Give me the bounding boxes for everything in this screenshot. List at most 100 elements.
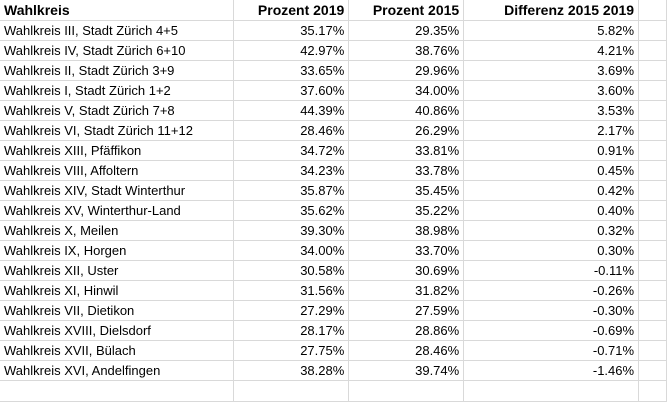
empty-cell[interactable]	[638, 340, 667, 361]
header-differenz[interactable]: Differenz 2015 2019	[463, 0, 640, 21]
cell-prozent-2019[interactable]: 37.60%	[233, 80, 350, 101]
cell-prozent-2015[interactable]: 38.98%	[348, 220, 465, 241]
cell-prozent-2019[interactable]: 44.39%	[233, 100, 350, 121]
cell-wahlkreis[interactable]: Wahlkreis XVI, Andelfingen	[0, 360, 235, 381]
cell-prozent-2015[interactable]: 29.35%	[348, 20, 465, 41]
empty-cell[interactable]	[638, 200, 667, 221]
empty-cell[interactable]	[638, 100, 667, 121]
cell-prozent-2019[interactable]: 28.46%	[233, 120, 350, 141]
cell-differenz[interactable]: -0.71%	[463, 340, 640, 361]
empty-cell[interactable]	[348, 380, 465, 402]
cell-differenz[interactable]: 3.69%	[463, 60, 640, 81]
cell-wahlkreis[interactable]: Wahlkreis I, Stadt Zürich 1+2	[0, 80, 235, 101]
cell-differenz[interactable]: -1.46%	[463, 360, 640, 381]
cell-differenz[interactable]: 5.82%	[463, 20, 640, 41]
cell-prozent-2019[interactable]: 35.87%	[233, 180, 350, 201]
empty-cell[interactable]	[638, 120, 667, 141]
empty-cell[interactable]	[638, 160, 667, 181]
cell-differenz[interactable]: -0.26%	[463, 280, 640, 301]
empty-cell[interactable]	[638, 220, 667, 241]
cell-differenz[interactable]: 4.21%	[463, 40, 640, 61]
empty-cell[interactable]	[233, 380, 350, 402]
empty-cell[interactable]	[638, 360, 667, 381]
cell-wahlkreis[interactable]: Wahlkreis IV, Stadt Zürich 6+10	[0, 40, 235, 61]
empty-cell[interactable]	[638, 60, 667, 81]
cell-prozent-2015[interactable]: 33.81%	[348, 140, 465, 161]
cell-differenz[interactable]: 2.17%	[463, 120, 640, 141]
cell-wahlkreis[interactable]: Wahlkreis IX, Horgen	[0, 240, 235, 261]
cell-wahlkreis[interactable]: Wahlkreis II, Stadt Zürich 3+9	[0, 60, 235, 81]
cell-wahlkreis[interactable]: Wahlkreis III, Stadt Zürich 4+5	[0, 20, 235, 41]
cell-prozent-2015[interactable]: 30.69%	[348, 260, 465, 281]
cell-wahlkreis[interactable]: Wahlkreis XII, Uster	[0, 260, 235, 281]
cell-prozent-2015[interactable]: 40.86%	[348, 100, 465, 121]
cell-differenz[interactable]: -0.30%	[463, 300, 640, 321]
cell-prozent-2015[interactable]: 33.78%	[348, 160, 465, 181]
empty-cell[interactable]	[638, 80, 667, 101]
cell-wahlkreis[interactable]: Wahlkreis XIII, Pfäffikon	[0, 140, 235, 161]
cell-prozent-2015[interactable]: 31.82%	[348, 280, 465, 301]
cell-prozent-2015[interactable]: 35.22%	[348, 200, 465, 221]
cell-wahlkreis[interactable]: Wahlkreis VI, Stadt Zürich 11+12	[0, 120, 235, 141]
empty-cell[interactable]	[638, 320, 667, 341]
empty-cell[interactable]	[0, 380, 235, 402]
cell-prozent-2015[interactable]: 26.29%	[348, 120, 465, 141]
empty-cell[interactable]	[463, 380, 640, 402]
cell-wahlkreis[interactable]: Wahlkreis X, Meilen	[0, 220, 235, 241]
empty-cell[interactable]	[638, 140, 667, 161]
cell-prozent-2015[interactable]: 28.46%	[348, 340, 465, 361]
empty-cell[interactable]	[638, 260, 667, 281]
empty-cell[interactable]	[638, 180, 667, 201]
cell-prozent-2019[interactable]: 35.62%	[233, 200, 350, 221]
header-prozent-2019[interactable]: Prozent 2019	[233, 0, 350, 21]
cell-differenz[interactable]: 0.45%	[463, 160, 640, 181]
cell-prozent-2015[interactable]: 27.59%	[348, 300, 465, 321]
cell-prozent-2019[interactable]: 39.30%	[233, 220, 350, 241]
cell-prozent-2019[interactable]: 28.17%	[233, 320, 350, 341]
cell-differenz[interactable]: -0.11%	[463, 260, 640, 281]
cell-prozent-2015[interactable]: 28.86%	[348, 320, 465, 341]
cell-prozent-2019[interactable]: 34.00%	[233, 240, 350, 261]
cell-prozent-2019[interactable]: 31.56%	[233, 280, 350, 301]
cell-differenz[interactable]: 3.60%	[463, 80, 640, 101]
cell-wahlkreis[interactable]: Wahlkreis XVIII, Dielsdorf	[0, 320, 235, 341]
cell-prozent-2019[interactable]: 34.23%	[233, 160, 350, 181]
cell-differenz[interactable]: 0.40%	[463, 200, 640, 221]
empty-cell[interactable]	[638, 300, 667, 321]
empty-cell[interactable]	[638, 240, 667, 261]
cell-differenz[interactable]: 3.53%	[463, 100, 640, 121]
cell-wahlkreis[interactable]: Wahlkreis XI, Hinwil	[0, 280, 235, 301]
cell-wahlkreis[interactable]: Wahlkreis VIII, Affoltern	[0, 160, 235, 181]
cell-differenz[interactable]: -0.69%	[463, 320, 640, 341]
cell-wahlkreis[interactable]: Wahlkreis V, Stadt Zürich 7+8	[0, 100, 235, 121]
cell-wahlkreis[interactable]: Wahlkreis XIV, Stadt Winterthur	[0, 180, 235, 201]
cell-differenz[interactable]: 0.42%	[463, 180, 640, 201]
cell-prozent-2015[interactable]: 39.74%	[348, 360, 465, 381]
cell-differenz[interactable]: 0.30%	[463, 240, 640, 261]
cell-wahlkreis[interactable]: Wahlkreis XVII, Bülach	[0, 340, 235, 361]
header-prozent-2015[interactable]: Prozent 2015	[348, 0, 465, 21]
cell-prozent-2019[interactable]: 35.17%	[233, 20, 350, 41]
cell-prozent-2019[interactable]: 38.28%	[233, 360, 350, 381]
empty-cell[interactable]	[638, 280, 667, 301]
empty-cell[interactable]	[638, 0, 667, 21]
cell-differenz[interactable]: 0.91%	[463, 140, 640, 161]
cell-prozent-2015[interactable]: 33.70%	[348, 240, 465, 261]
cell-prozent-2015[interactable]: 35.45%	[348, 180, 465, 201]
cell-prozent-2019[interactable]: 33.65%	[233, 60, 350, 81]
empty-cell[interactable]	[638, 40, 667, 61]
cell-prozent-2019[interactable]: 42.97%	[233, 40, 350, 61]
empty-cell[interactable]	[638, 380, 667, 402]
header-wahlkreis[interactable]: Wahlkreis	[0, 0, 235, 21]
cell-prozent-2019[interactable]: 27.29%	[233, 300, 350, 321]
cell-prozent-2015[interactable]: 38.76%	[348, 40, 465, 61]
cell-wahlkreis[interactable]: Wahlkreis VII, Dietikon	[0, 300, 235, 321]
cell-prozent-2019[interactable]: 34.72%	[233, 140, 350, 161]
cell-prozent-2019[interactable]: 27.75%	[233, 340, 350, 361]
cell-differenz[interactable]: 0.32%	[463, 220, 640, 241]
cell-prozent-2015[interactable]: 29.96%	[348, 60, 465, 81]
empty-cell[interactable]	[638, 20, 667, 41]
cell-wahlkreis[interactable]: Wahlkreis XV, Winterthur-Land	[0, 200, 235, 221]
cell-prozent-2019[interactable]: 30.58%	[233, 260, 350, 281]
cell-prozent-2015[interactable]: 34.00%	[348, 80, 465, 101]
